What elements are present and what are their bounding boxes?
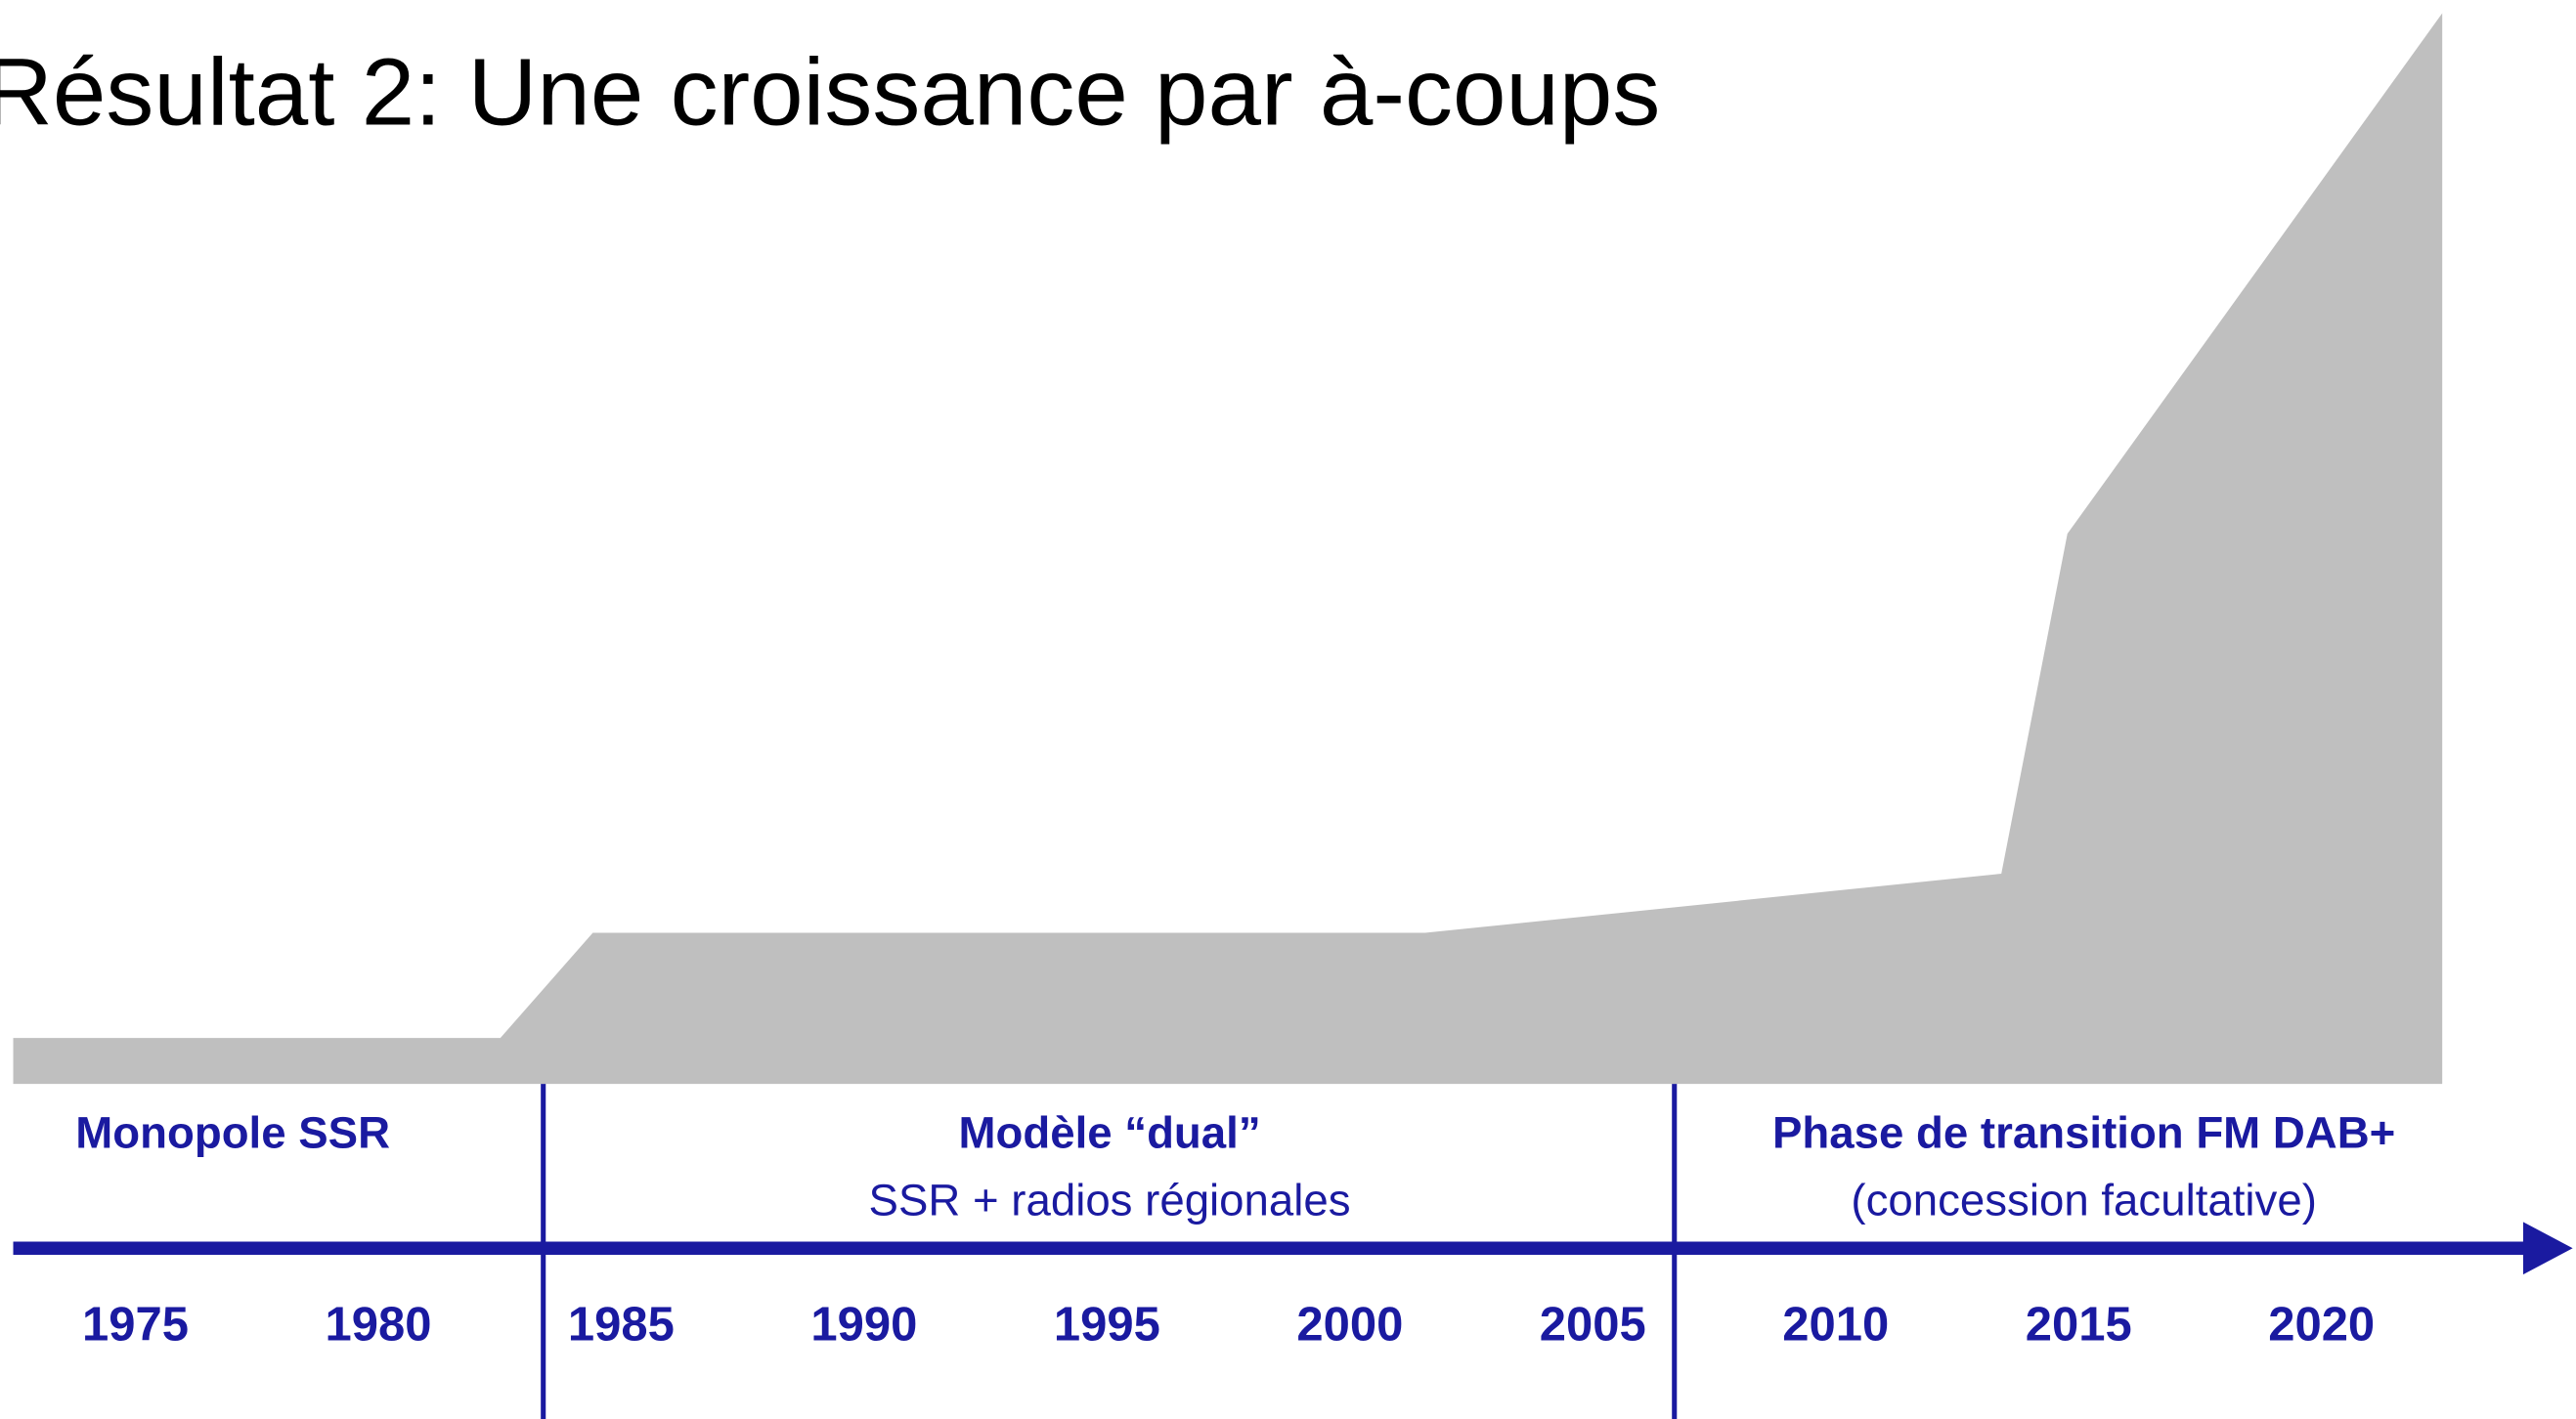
growth-area bbox=[13, 13, 2443, 1085]
phase-name: Modèle “dual” bbox=[959, 1108, 1261, 1158]
year-label: 2015 bbox=[2026, 1298, 2132, 1351]
phase-subtitle: SSR + radios régionales bbox=[869, 1176, 1351, 1226]
year-label: 1980 bbox=[325, 1298, 431, 1351]
year-label: 1990 bbox=[810, 1298, 917, 1351]
year-label: 1975 bbox=[82, 1298, 189, 1351]
year-label: 2020 bbox=[2268, 1298, 2375, 1351]
phase-name: Monopole SSR bbox=[75, 1108, 390, 1158]
timeline-arrow bbox=[2522, 1222, 2573, 1275]
title: Résultat 2: Une croissance par à-coups bbox=[0, 39, 1660, 146]
year-label: 1995 bbox=[1054, 1298, 1160, 1351]
year-label: 2005 bbox=[1540, 1298, 1646, 1351]
year-label: 2000 bbox=[1296, 1298, 1403, 1351]
phase-name: Phase de transition FM DAB+ bbox=[1772, 1108, 2395, 1158]
year-label: 2010 bbox=[1782, 1298, 1889, 1351]
year-label: 1985 bbox=[568, 1298, 675, 1351]
phase-subtitle: (concession facultative) bbox=[1851, 1176, 2316, 1226]
